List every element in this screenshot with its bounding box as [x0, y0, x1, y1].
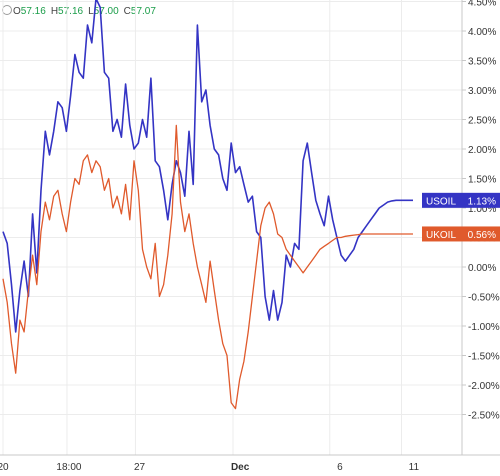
low-label: L [88, 6, 94, 17]
series-line-usoil[interactable] [2, 0, 413, 333]
x-tick-label: 6 [337, 462, 343, 473]
x-tick-label: 11 [409, 462, 420, 473]
last-value-badge-ukoil: UKOIL 0.56% [422, 226, 500, 242]
badge-background [422, 192, 500, 208]
low-value: 57.00 [93, 6, 119, 17]
y-tick-label: -1.50% [468, 352, 500, 363]
y-tick-label: 2.00% [468, 145, 496, 156]
y-tick-label: -2.50% [468, 411, 500, 422]
close-value: 57.07 [130, 6, 156, 17]
y-tick-label: 0.00% [468, 263, 496, 274]
badge-series-name: USOIL [426, 196, 456, 207]
series-line-ukoil[interactable] [2, 124, 413, 410]
y-tick-label: 1.00% [468, 204, 496, 215]
y-tick-label: 2.50% [468, 116, 496, 127]
badge-value: 1.13% [468, 196, 496, 207]
high-value: 57.16 [58, 6, 84, 17]
y-tick-label: 4.50% [468, 0, 496, 9]
y-tick-label: -1.00% [468, 322, 500, 333]
last-value-badge-usoil: USOIL 1.13% [422, 192, 500, 208]
x-tick-label: Dec [231, 462, 250, 473]
badge-value: 0.56% [468, 230, 496, 241]
y-tick-label: 3.00% [468, 86, 496, 97]
close-label: C [123, 6, 131, 17]
badge-series-name: UKOIL [426, 230, 456, 241]
x-tick-label: 20 [0, 462, 9, 473]
y-tick-label: 3.50% [468, 57, 496, 68]
y-tick-label: -2.00% [468, 381, 500, 392]
y-tick-label: 4.00% [468, 27, 496, 38]
open-value: 57.16 [20, 6, 46, 17]
badge-background [422, 226, 500, 242]
x-tick-label: 18:00 [56, 462, 81, 473]
x-tick-label: 27 [134, 462, 146, 473]
high-label: H [50, 6, 59, 17]
y-tick-label: 1.50% [468, 175, 496, 186]
y-tick-label: -0.50% [468, 293, 500, 304]
open-label: O [13, 6, 21, 17]
